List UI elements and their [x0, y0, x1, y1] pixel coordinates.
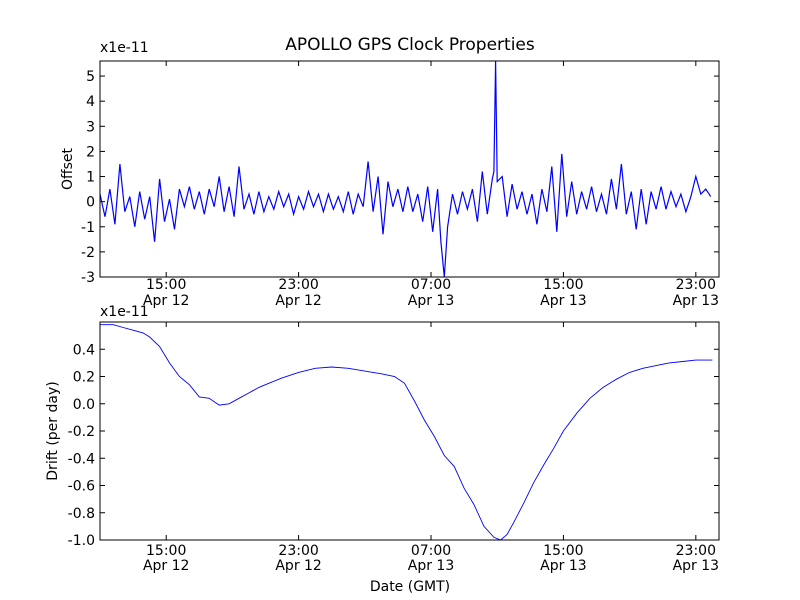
- drift-xtick-time-label: 15:00: [543, 543, 583, 559]
- offset-panel: APOLLO GPS Clock Properties x1e-11 Offse…: [60, 35, 720, 309]
- drift-ytick-label: 0.2: [73, 370, 95, 386]
- drift-series: [100, 324, 713, 541]
- offset-xtick-time-label: 07:00: [411, 277, 451, 293]
- drift-ytick-label: -0.4: [68, 451, 95, 467]
- drift-xtick-time-label: 07:00: [411, 543, 451, 559]
- offset-xtick-time-label: 15:00: [543, 277, 583, 293]
- offset-xtick-time-label: 23:00: [278, 277, 318, 293]
- offset-xtick-time-label: 15:00: [146, 277, 186, 293]
- offset-series-line: [99, 60, 712, 278]
- offset-scale-label: x1e-11: [100, 40, 149, 56]
- drift-xtick-date-label: Apr 13: [408, 558, 454, 574]
- offset-xtick-time-label: 23:00: [676, 277, 716, 293]
- offset-xtick-date-label: Apr 13: [408, 293, 454, 309]
- drift-ytick-label: -0.6: [68, 479, 95, 495]
- drift-xtick-date-label: Apr 12: [143, 558, 189, 574]
- chart-title: APOLLO GPS Clock Properties: [285, 35, 535, 55]
- drift-ytick-label: -0.2: [68, 424, 95, 440]
- offset-ytick-label: 1: [86, 170, 95, 186]
- offset-ytick-label: 4: [86, 94, 95, 110]
- offset-ytick-label: 2: [86, 144, 95, 160]
- drift-xtick-date-label: Apr 13: [540, 558, 586, 574]
- offset-plot-frame: [99, 60, 720, 278]
- drift-xtick-time-label: 23:00: [278, 543, 318, 559]
- offset-ytick-label: 3: [86, 119, 95, 135]
- offset-xtick-date-label: Apr 13: [673, 293, 719, 309]
- offset-ytick-label: 5: [86, 69, 95, 85]
- offset-ytick-label: -1: [81, 220, 95, 236]
- drift-scale-label: x1e-11: [100, 304, 149, 320]
- offset-series: [99, 60, 712, 278]
- drift-plot-frame: [99, 321, 720, 541]
- drift-xtick-date-label: Apr 13: [673, 558, 719, 574]
- drift-ytick-label: -1.0: [68, 533, 95, 549]
- offset-y-axis-label: Offset: [60, 147, 76, 190]
- offset-xtick-date-label: Apr 12: [275, 293, 321, 309]
- drift-y-axis-label: Drift (per day): [45, 381, 61, 480]
- offset-ytick-label: -2: [81, 245, 95, 261]
- drift-ytick-label: 0.0: [73, 397, 95, 413]
- drift-xtick-time-label: 23:00: [676, 543, 716, 559]
- drift-panel: x1e-11 Drift (per day) Date (GMT) -1.0 -0…: [45, 304, 720, 595]
- drift-series-line: [100, 324, 713, 541]
- drift-ytick-label: 0.4: [73, 342, 95, 358]
- offset-ytick-label: 0: [86, 195, 95, 211]
- offset-ytick-label: -3: [81, 270, 95, 286]
- drift-x-axis-label: Date (GMT): [370, 579, 450, 595]
- drift-ytick-label: -0.8: [68, 506, 95, 522]
- drift-xtick-time-label: 15:00: [146, 543, 186, 559]
- offset-xtick-date-label: Apr 13: [540, 293, 586, 309]
- drift-xtick-date-label: Apr 12: [275, 558, 321, 574]
- offset-xtick-date-label: Apr 12: [143, 293, 189, 309]
